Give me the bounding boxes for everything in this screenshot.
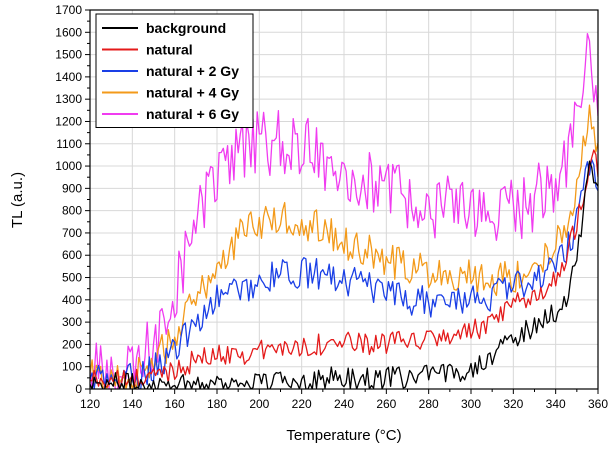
x-tick-label: 280 [419,397,439,411]
y-tick-label: 100 [62,360,82,374]
x-tick-label: 220 [292,397,312,411]
series-line [90,149,598,389]
y-tick-label: 1500 [55,48,82,62]
x-tick-label: 180 [207,397,227,411]
y-tick-label: 1000 [55,159,82,173]
legend-label: natural + 6 Gy [146,106,239,122]
series-line [90,104,598,389]
y-tick-label: 700 [62,226,82,240]
y-tick-label: 1100 [56,137,82,151]
axes: 120 140 160 180 200 220 240 260 280 300 320 340 360 0… [55,3,608,411]
legend-label: background [146,20,226,36]
x-tick-label: 300 [461,397,481,411]
y-tick-label: 1200 [55,114,82,128]
x-tick-label: 360 [588,397,608,411]
y-tick-label: 1400 [55,70,82,84]
x-axis-label: Temperature (°C) [286,427,401,444]
y-tick-label: 1600 [55,25,82,39]
x-tick-label: 320 [503,397,523,411]
legend-label: natural + 4 Gy [146,85,239,101]
y-tick-label: 200 [62,337,82,351]
series-line [90,32,598,389]
y-tick-label: 1300 [55,92,82,106]
y-tick-label: 400 [62,293,82,307]
x-tick-label: 240 [334,397,354,411]
y-tick-label: 900 [62,181,82,195]
y-tick-label: 300 [62,315,82,329]
series-line [90,158,598,389]
y-tick-label: 0 [75,382,82,396]
y-tick-label: 500 [62,271,82,285]
series-layer [90,32,598,389]
legend: background natural natural + 2 Gy natural +… [95,13,254,128]
x-tick-label: 340 [546,397,566,411]
y-tick-label: 1700 [55,3,82,17]
legend-label: natural [146,42,193,58]
x-tick-label: 200 [249,397,269,411]
x-tick-label: 260 [376,397,396,411]
x-tick-label: 160 [165,397,185,411]
y-tick-label: 800 [62,204,82,218]
y-tick-label: 600 [62,248,82,262]
y-axis-label: TL (a.u.) [9,172,26,228]
x-tick-label: 140 [122,397,142,411]
series-line [90,160,598,389]
legend-label: natural + 2 Gy [146,63,239,79]
x-tick-label: 120 [80,397,100,411]
